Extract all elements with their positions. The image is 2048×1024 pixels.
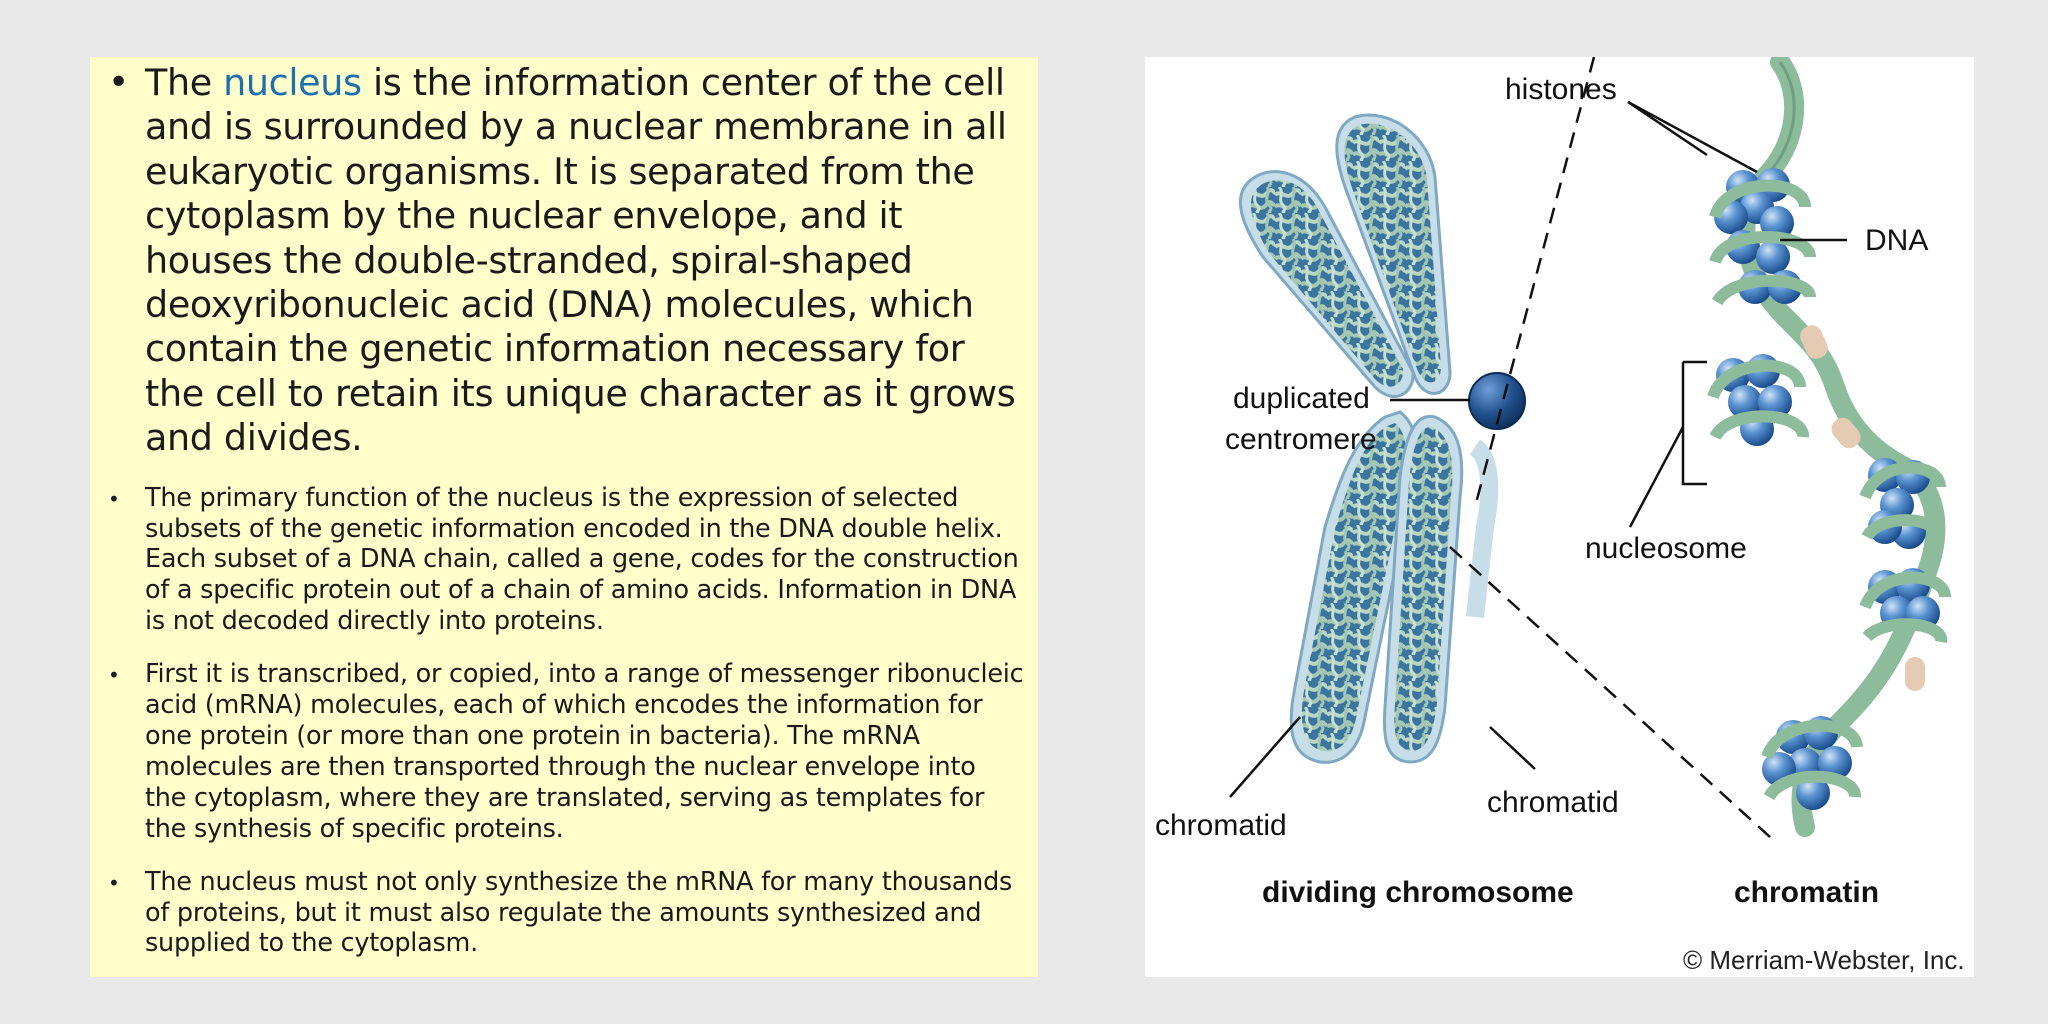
chromatin-title: chromatin [1734,876,1879,909]
bullet-primary-function: • The primary function of the nucleus is… [90,483,1024,638]
zoom-line-bottom [1449,546,1771,838]
centromere-label: centromere [1225,423,1377,456]
bullet-regulation: • The nucleus must not only synthesize t… [90,867,1024,960]
nucleosome-cluster-2 [1707,354,1809,446]
chromosome-figure: histones DNA duplicated centromere nucle… [1145,57,1974,977]
nucleosome-cluster-1 [1709,168,1816,306]
dividing-chromosome-title: dividing chromosome [1262,876,1574,909]
text-panel: • The nucleus is the information center … [90,57,1038,977]
bullet1-text: is the information center of the cell an… [145,61,1016,460]
lower-right-chromatid-arm [1382,414,1499,764]
bullet2-text: The primary function of the nucleus is t… [145,482,1019,637]
bullet-dot: • [108,486,120,511]
bullet1-prefix: The [145,61,224,104]
chromatid-label-left: chromatid [1155,809,1287,842]
linker-dna [1905,657,1925,691]
upper-right-chromatid-arm [1335,113,1452,395]
bullet-dot: • [108,870,120,895]
upper-left-chromatid-arm [1239,170,1415,398]
dna-label: DNA [1865,224,1928,257]
histones-label: histones [1505,73,1617,106]
linker-dna [1800,325,1828,359]
bullet-transcription: • First it is transcribed, or copied, in… [90,659,1024,844]
nucleosome-cluster-5 [1761,716,1863,810]
nucleosome-cluster-4 [1859,568,1951,644]
bullet4-text: The nucleus must not only synthesize the… [145,866,1013,959]
duplicated-label: duplicated [1233,382,1370,415]
chromatid-label-right: chromatid [1487,786,1619,819]
zoom-line-top [1473,57,1596,508]
linker-dna [1831,417,1861,449]
chromosome-diagram: histones DNA duplicated centromere nucle… [1155,57,1965,975]
leader-lines [1229,100,1847,798]
nucleus-link[interactable]: nucleus [223,61,362,104]
bullet3-text: First it is transcribed, or copied, into… [145,659,1024,844]
bullet-nucleus-intro: • The nucleus is the information center … [90,61,1024,461]
nucleosome-label: nucleosome [1585,532,1747,565]
nucleosome-cluster-3 [1859,458,1946,549]
copyright-notice: © Merriam-Webster, Inc. [1683,945,1965,975]
bullet-dot: • [108,663,120,688]
bullet-dot: • [108,62,129,103]
